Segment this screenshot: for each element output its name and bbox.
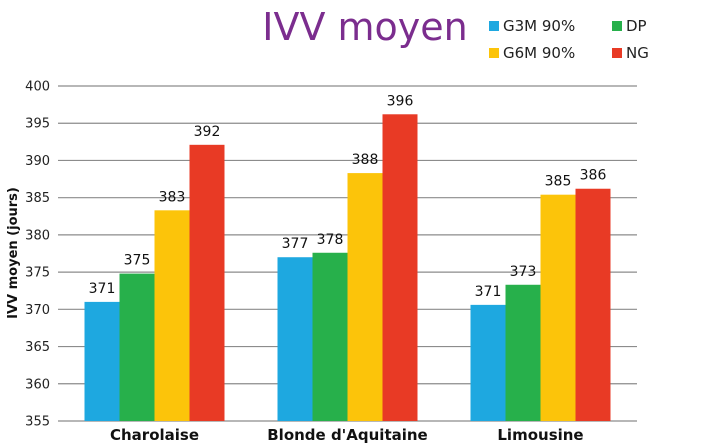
legend-swatch <box>612 48 622 58</box>
legend-swatch <box>489 21 499 31</box>
data-label: 378 <box>317 232 344 248</box>
data-label: 373 <box>510 264 537 280</box>
y-tick-label-380: 380 <box>25 228 50 243</box>
bar-dp-2 <box>505 284 541 421</box>
bar-g6m-90--2 <box>540 194 576 421</box>
data-label: 371 <box>89 281 116 297</box>
x-category-label: Charolaise <box>110 426 199 444</box>
y-tick-label-355: 355 <box>25 415 50 430</box>
bars <box>84 114 611 422</box>
y-axis-label: IVV moyen (jours) <box>6 187 21 319</box>
data-label: 383 <box>159 189 186 205</box>
y-tick-label-365: 365 <box>25 340 50 355</box>
y-tick-label-360: 360 <box>25 377 50 392</box>
data-label: 375 <box>124 253 151 269</box>
data-label: 392 <box>194 124 221 140</box>
y-tick-label-390: 390 <box>25 154 50 169</box>
bar-ng-1 <box>382 114 418 422</box>
legend-label: G6M 90% <box>503 44 575 62</box>
y-tick-label-400: 400 <box>25 80 50 95</box>
y-axis-ticks: 355 360 365 370 375 380 385 390 395 400 <box>25 80 50 430</box>
x-category-label: Limousine <box>497 426 583 444</box>
data-label: 388 <box>352 152 379 168</box>
data-label: 371 <box>475 284 502 300</box>
bar-ng-2 <box>575 188 611 421</box>
bar-g3m-90--2 <box>470 304 506 421</box>
y-tick-label-375: 375 <box>25 266 50 281</box>
x-axis-categories: Charolaise Blonde d'Aquitaine Limousine <box>110 426 584 444</box>
bar-g6m-90--0 <box>154 210 190 421</box>
legend-label: G3M 90% <box>503 17 575 35</box>
data-label: 377 <box>282 236 309 252</box>
bar-ng-0 <box>189 144 225 422</box>
data-labels: 371 375 383 392 377 378 388 396 371 373 385 386 <box>89 93 607 300</box>
y-tick-label-385: 385 <box>25 191 50 206</box>
data-label: 396 <box>387 93 414 109</box>
x-category-label: Blonde d'Aquitaine <box>267 426 427 444</box>
data-label: 385 <box>545 174 572 190</box>
bar-g3m-90--1 <box>277 257 313 421</box>
legend-swatch <box>489 48 499 58</box>
data-label: 386 <box>580 168 607 184</box>
y-tick-label-395: 395 <box>25 117 50 132</box>
bar-g3m-90--0 <box>84 301 120 421</box>
bar-g6m-90--1 <box>347 173 383 421</box>
legend-label: DP <box>626 17 647 35</box>
legend-label: NG <box>626 44 649 62</box>
bar-dp-0 <box>119 273 155 421</box>
legend-swatch <box>612 21 622 31</box>
bar-dp-1 <box>312 252 348 421</box>
legend: G3M 90% DP G6M 90% NG <box>489 17 649 62</box>
y-tick-label-370: 370 <box>25 303 50 318</box>
chart-title: IVV moyen <box>262 5 468 49</box>
